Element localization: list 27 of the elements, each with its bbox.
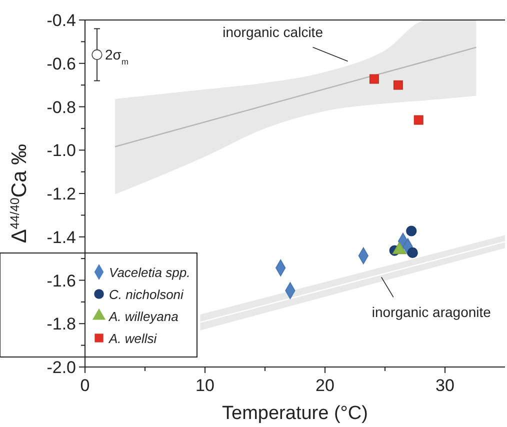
y-tick-label: -0.6 [46,54,76,74]
x-tick-label: 20 [316,376,334,395]
x-tick-label: 0 [80,376,90,395]
y-tick-label: -1.6 [46,271,76,290]
x-tick-label: 30 [436,376,454,395]
y-tick-label: -0.8 [46,98,76,117]
y-tick-label: -0.4 [46,11,76,30]
legend-label: C. nicholsoni [109,287,185,302]
point [92,49,102,60]
point [393,80,403,90]
annotation: 2σ$_{m}$ [105,46,128,67]
point [369,74,379,84]
legend-label: Vaceletia spp. [109,265,190,280]
y-tick-label: -1.4 [46,228,76,247]
y-tick-label: -1.2 [46,184,76,204]
point [407,247,418,258]
y-tick-label: -1.0 [46,141,76,160]
x-axis-title: Temperature (°C) [222,403,368,424]
point [414,115,424,125]
annotation: inorganic calcite [222,24,324,40]
legend-label: A. willeyana [108,309,178,324]
annotation: inorganic aragonite [372,304,492,320]
legend-label: A. wellsi [108,331,158,346]
point [406,226,417,236]
y-tick-label: -1.8 [46,314,76,334]
y-tick-label: -2.0 [46,358,76,377]
x-tick-label: 10 [196,376,214,395]
